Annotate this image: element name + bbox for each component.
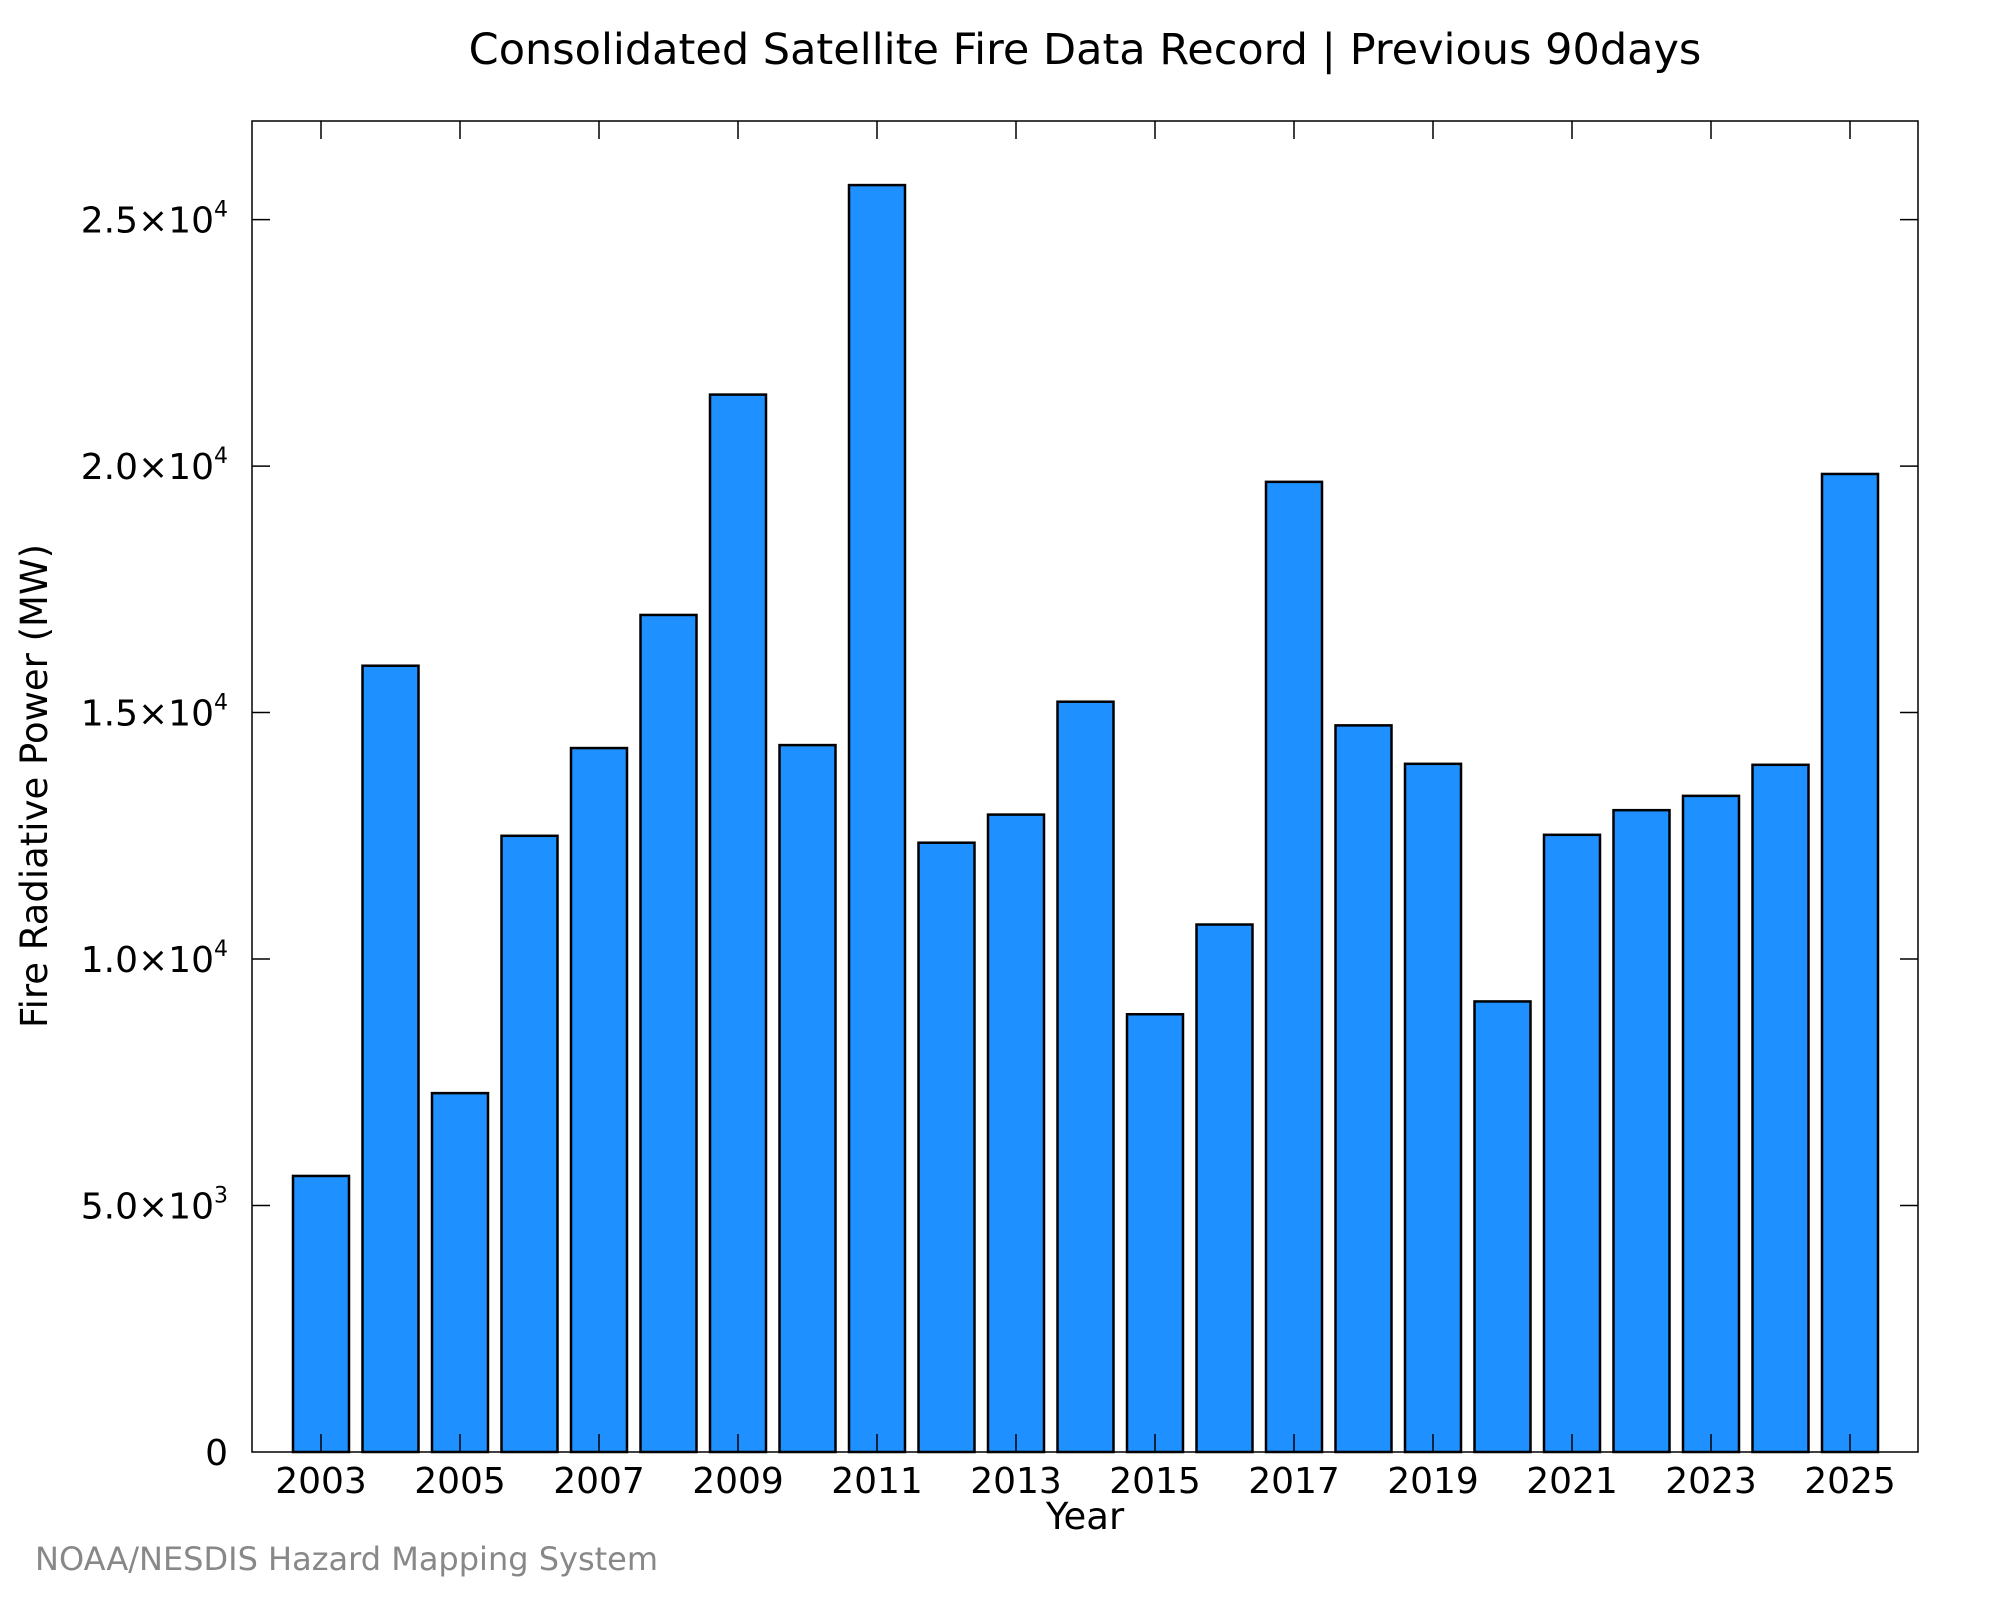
x-axis-ticks: 2003 2005 2007 2009 2011 2013 2015 2017 2019 2021…: [275, 121, 1896, 1502]
x-tick-label-2025: 2025: [1804, 1461, 1896, 1502]
bar-2012: [917, 841, 976, 1454]
bar-2024: [1751, 763, 1810, 1454]
bar-2011: [847, 183, 907, 1454]
bar-2025: [1820, 472, 1880, 1454]
x-tick-label-2011: 2011: [831, 1461, 923, 1502]
bar-2004: [361, 664, 420, 1454]
x-tick-label-2021: 2021: [1526, 1461, 1618, 1502]
bar-2003: [291, 1174, 351, 1454]
plot-frame: [251, 120, 1919, 1453]
bar-2007: [569, 746, 629, 1454]
bar-2008: [639, 613, 698, 1454]
bar-2006: [500, 834, 559, 1454]
y-tick-label: 0: [205, 1433, 228, 1474]
bar-2018: [1334, 724, 1393, 1454]
y-tick-label: 2.5×104: [81, 198, 228, 242]
x-tick-label-2007: 2007: [553, 1461, 645, 1502]
bars-group: [291, 183, 1880, 1454]
y-tick-label: 2.0×104: [81, 444, 228, 488]
y-axis-ticks: 0 5.0×103 1.0×104 1.5×104 2.0×104 2.5×104: [81, 198, 1918, 1474]
x-tick-label-2005: 2005: [414, 1461, 506, 1502]
bar-2015: [1125, 1012, 1185, 1454]
x-tick-label-2019: 2019: [1387, 1461, 1479, 1502]
bar-2009: [708, 393, 768, 1454]
y-axis-label: Fire Radiative Power (MW): [13, 544, 56, 1028]
bar-2019: [1403, 762, 1463, 1454]
x-tick-label-2015: 2015: [1109, 1461, 1201, 1502]
x-tick-label-2009: 2009: [692, 1461, 784, 1502]
bar-2020: [1473, 1000, 1532, 1454]
x-tick-label-2003: 2003: [275, 1461, 367, 1502]
bar-2023: [1681, 794, 1741, 1454]
bar-2010: [778, 743, 837, 1454]
x-tick-label-2013: 2013: [970, 1461, 1062, 1502]
bar-2022: [1612, 808, 1671, 1454]
x-tick-label-2023: 2023: [1665, 1461, 1757, 1502]
bar-2013: [986, 813, 1046, 1454]
x-tick-label-2017: 2017: [1248, 1461, 1340, 1502]
source-credit: NOAA/NESDIS Hazard Mapping System: [35, 1540, 658, 1578]
bar-2021: [1542, 833, 1602, 1454]
bar-2005: [430, 1091, 490, 1454]
y-tick-label: 5.0×103: [81, 1184, 228, 1228]
x-axis-label: Year: [1045, 1495, 1125, 1538]
y-tick-label: 1.5×104: [81, 691, 228, 735]
bar-2014: [1056, 700, 1115, 1454]
chart-title: Consolidated Satellite Fire Data Record …: [469, 25, 1702, 75]
bar-2016: [1195, 923, 1254, 1454]
y-tick-label: 1.0×104: [81, 937, 228, 981]
bar-2017: [1264, 480, 1324, 1454]
